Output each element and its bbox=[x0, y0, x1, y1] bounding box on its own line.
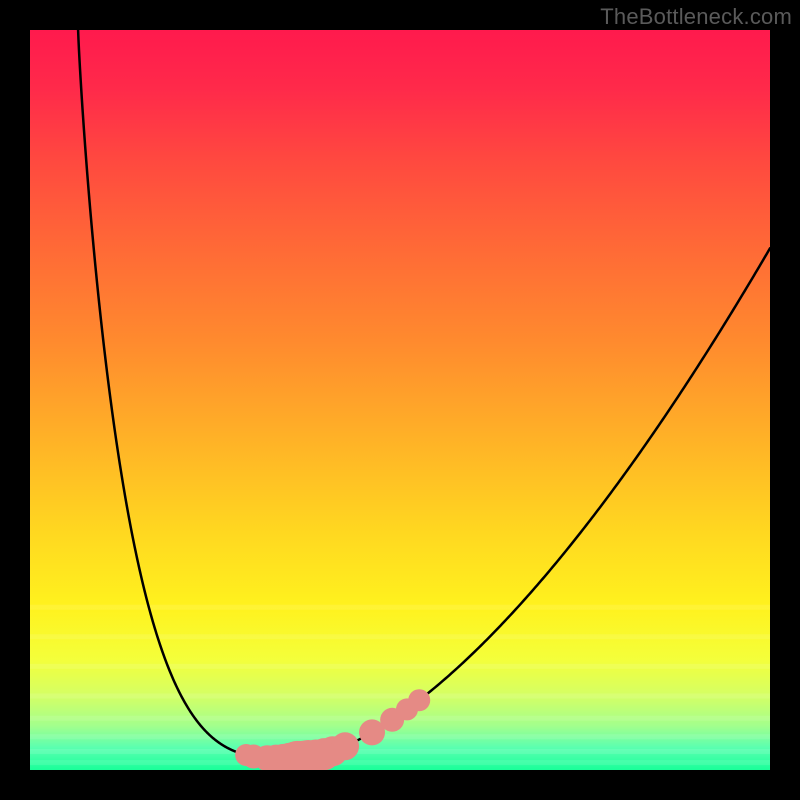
watermark-text: TheBottleneck.com bbox=[600, 4, 792, 30]
plot-background bbox=[30, 30, 770, 770]
curve-marker bbox=[331, 732, 359, 760]
curve-marker bbox=[408, 689, 430, 711]
chart-root: TheBottleneck.com bbox=[0, 0, 800, 800]
chart-svg bbox=[0, 0, 800, 800]
